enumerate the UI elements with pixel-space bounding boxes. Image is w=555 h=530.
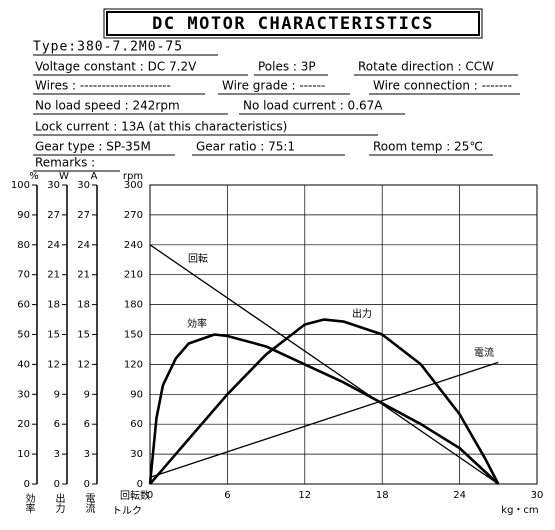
y-unit: rpm [123,171,143,182]
y-tick-label: 150 [124,330,143,341]
x-tick-label: 0 [147,490,153,501]
y-tick-label: 3 [84,449,90,460]
y-tick-label: 12 [47,359,60,370]
y-tick-label: 0 [137,479,143,490]
y-tick-label: 15 [47,330,60,341]
y-tick-label: 18 [77,300,90,311]
y-tick-label: 210 [124,270,143,281]
field: No load current : 0.67A [243,99,383,113]
y-tick-label: 6 [54,419,60,430]
x-tick-label: 30 [531,490,544,501]
field: Wire connection : ------- [373,79,512,93]
x-tick-label: 24 [453,490,466,501]
y-tick-label: 270 [124,210,143,221]
y-tick-label: 3 [54,449,60,460]
y-unit: A [91,171,98,182]
x-unit: kg・cm [501,505,538,516]
y-tick-label: 40 [17,359,30,370]
series-label: 電流 [474,346,494,359]
y-tick-label: 70 [17,270,30,281]
y-tick-label: 90 [130,389,143,400]
y-unit: % [29,171,39,182]
y-tick-label: 180 [124,300,143,311]
y-tick-label: 30 [47,180,60,191]
y-tick-label: 27 [47,210,60,221]
axis-label: 電流 [83,493,95,514]
field: No load speed : 242rpm [35,99,180,113]
y-unit: W [59,171,69,182]
y-tick-label: 0 [54,479,60,490]
x-label: トルク [112,505,142,517]
title: DC MOTOR CHARACTERISTICS [152,14,434,34]
y-tick-label: 240 [124,240,143,251]
field: Wires : --------------------- [35,79,171,93]
y-tick-label: 24 [47,240,60,251]
series-label: 出力 [352,307,372,320]
field: Rotate direction : CCW [358,60,494,74]
y-tick-label: 60 [130,419,143,430]
y-tick-label: 9 [84,389,90,400]
axis-label: 回転数 [120,489,150,502]
y-tick-label: 0 [24,479,30,490]
field: Lock current : 13A (at this characterist… [35,120,287,134]
y-tick-label: 6 [84,419,90,430]
field: Gear type : SP-35M [35,140,151,154]
y-tick-label: 120 [124,359,143,370]
series-label: 回転 [188,253,208,265]
series-line [149,244,499,485]
y-tick-label: 20 [17,419,30,430]
y-tick-label: 21 [47,270,60,281]
y-tick-label: 90 [17,210,30,221]
y-tick-label: 21 [77,270,90,281]
field: Wire grade : ------ [222,79,325,93]
title-box [103,8,483,39]
field: Remarks : [35,156,95,170]
field: Poles : 3P [258,60,316,74]
y-tick-label: 60 [17,300,30,311]
x-tick-label: 6 [224,490,230,501]
y-tick-label: 10 [17,449,30,460]
axis-label: 効率 [23,492,35,514]
y-tick-label: 50 [17,330,30,341]
field: Gear ratio : 75:1 [196,140,295,154]
y-tick-label: 100 [11,180,30,191]
y-tick-label: 12 [77,359,90,370]
title-box-inner [106,11,480,36]
y-tick-label: 300 [124,180,143,191]
series-line [149,318,500,485]
x-tick-label: 12 [298,490,311,501]
axis-label: 出力 [53,492,65,514]
y-tick-label: 24 [77,240,90,251]
y-tick-label: 80 [17,240,30,251]
type: Type:380-7.2M0-75 [33,40,183,55]
y-tick-label: 9 [54,389,60,400]
y-tick-label: 30 [130,449,143,460]
field: Room temp : 25℃ [373,140,483,154]
y-tick-label: 30 [17,389,30,400]
series-line [148,333,500,485]
y-tick-label: 15 [77,330,90,341]
y-tick-label: 27 [77,210,90,221]
y-tick-label: 18 [47,300,60,311]
series-label: 効率 [187,317,207,330]
x-tick-label: 18 [376,490,389,501]
y-tick-label: 0 [84,479,90,490]
field: Voltage constant : DC 7.2V [35,60,197,74]
series-line [149,361,499,478]
y-tick-label: 30 [77,180,90,191]
